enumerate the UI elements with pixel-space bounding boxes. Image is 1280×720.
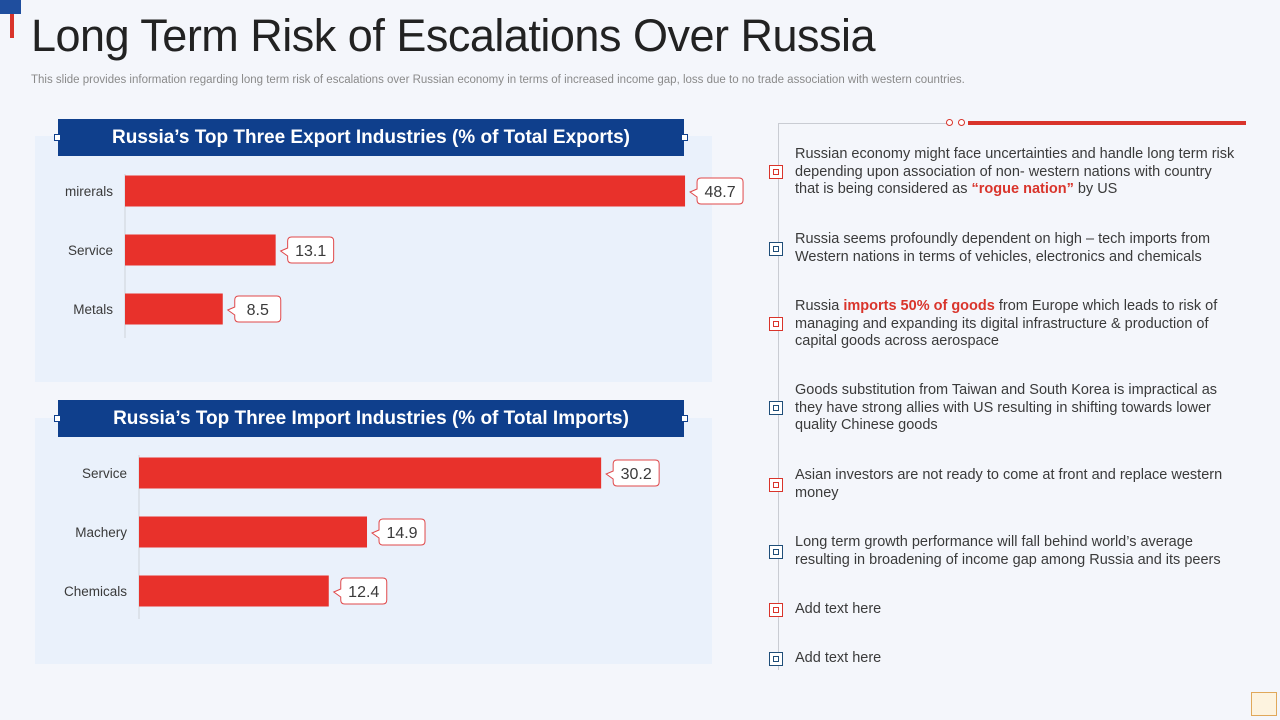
export-chart-title-text: Russia’s Top Three Export Industries (% …	[112, 126, 630, 148]
text-segment: by US	[1073, 181, 1118, 197]
handle-right	[681, 414, 688, 422]
point-text: Add text here	[795, 601, 1235, 619]
data-label-box	[279, 236, 335, 264]
data-label-box	[226, 295, 282, 323]
data-label: 14.9	[371, 518, 426, 546]
text-segment: Asian investors are not ready to come at…	[795, 467, 1223, 501]
data-label-text: 14.9	[386, 525, 417, 542]
point-text: Asian investors are not ready to come at…	[795, 467, 1235, 502]
timeline-line	[778, 123, 779, 670]
data-label: 8.5	[226, 295, 282, 323]
timeline-dot	[958, 119, 965, 126]
text-segment: Long term growth performance will fall b…	[795, 534, 1221, 568]
export-chart-title: Russia’s Top Three Export Industries (% …	[54, 119, 688, 156]
bar	[139, 457, 602, 489]
handle-right	[681, 133, 688, 141]
highlight-text: imports 50% of goods	[843, 298, 995, 314]
data-label-text: 30.2	[621, 466, 652, 483]
point-text: Russia imports 50% of goods from Europe …	[795, 298, 1235, 351]
text-segment: from Europe which leads to risk of manag…	[795, 298, 1218, 349]
text-segment: Goods substitution from Taiwan and South…	[795, 382, 1218, 433]
corner-accent	[0, 0, 21, 14]
data-label: 30.2	[605, 459, 660, 487]
handle-left	[54, 133, 61, 141]
category-label: Metals	[73, 302, 113, 317]
text-segment: Add text here	[795, 601, 882, 617]
text-segment: Russia seems profoundly dependent on hig…	[795, 231, 1211, 265]
data-label-text: 12.4	[348, 584, 379, 601]
data-label: 13.1	[279, 236, 335, 264]
text-segment: Russia	[795, 298, 844, 314]
page-subtitle: This slide provides information regardin…	[31, 74, 965, 86]
export-bar-chart: mirerals 48.7 Service 13.1 Metals 8.5	[65, 174, 744, 338]
text-segment: Russian economy might face uncertainties…	[795, 146, 1235, 197]
data-label: 12.4	[332, 577, 388, 605]
text-segment: Add text here	[795, 650, 882, 666]
point-text: Long term growth performance will fall b…	[795, 534, 1235, 569]
import-bar-chart: Service 30.2 Machery 14.9 Chemicals 12.4	[64, 455, 660, 619]
bullet-icon	[769, 602, 783, 617]
bullet-icon	[769, 651, 783, 666]
data-label-text: 13.1	[295, 243, 326, 260]
bullet-icon	[769, 477, 783, 492]
page-title: Long Term Risk of Escalations Over Russi…	[31, 10, 876, 61]
data-label-text: 48.7	[704, 184, 735, 201]
import-chart-title: Russia’s Top Three Import Industries (% …	[54, 400, 688, 437]
point-text: Goods substitution from Taiwan and South…	[795, 382, 1235, 435]
timeline-accent-line	[968, 121, 1246, 125]
bar	[139, 516, 368, 548]
bar	[125, 234, 276, 266]
bullet-icon	[769, 241, 783, 256]
handle-left	[54, 414, 61, 422]
category-label: Machery	[75, 525, 127, 540]
data-label-text: 8.5	[247, 302, 269, 319]
category-label: Service	[82, 466, 127, 481]
bar	[125, 293, 223, 325]
data-label-box	[689, 177, 744, 205]
corner-decoration	[1251, 692, 1277, 716]
bar	[125, 175, 686, 207]
timeline-dot	[946, 119, 953, 126]
bullet-icon	[769, 165, 783, 180]
bullet-icon	[769, 401, 783, 416]
title-accent-bar	[10, 14, 14, 38]
bullet-icon	[769, 544, 783, 559]
highlight-text: “rogue nation”	[971, 181, 1074, 197]
category-label: mirerals	[65, 184, 113, 199]
bar	[139, 575, 329, 607]
bullet-icon	[769, 317, 783, 332]
import-chart-title-text: Russia’s Top Three Import Industries (% …	[113, 407, 629, 429]
point-text: Russia seems profoundly dependent on hig…	[795, 231, 1235, 266]
data-label: 48.7	[689, 177, 744, 205]
timeline-top-line	[778, 123, 948, 124]
data-label-box	[332, 577, 388, 605]
point-text: Add text here	[795, 650, 1235, 668]
category-label: Chemicals	[64, 584, 127, 599]
data-label-box	[371, 518, 426, 546]
category-label: Service	[68, 243, 113, 258]
data-label-box	[605, 459, 660, 487]
point-text: Russian economy might face uncertainties…	[795, 146, 1235, 199]
